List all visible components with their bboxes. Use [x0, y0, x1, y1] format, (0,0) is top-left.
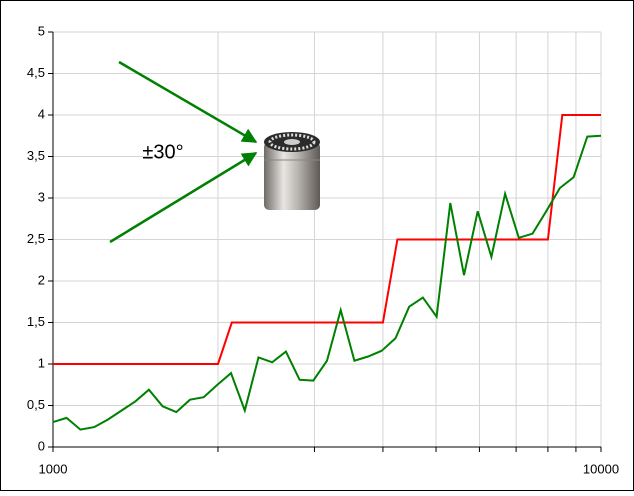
series-line	[53, 114, 601, 365]
x-tick-label: 1000	[39, 461, 68, 476]
series-line	[52, 134, 602, 431]
y-tick-label: 1,5	[27, 314, 45, 329]
y-tick-label: 3,5	[27, 148, 45, 163]
x-tick-label: 10000	[583, 461, 619, 476]
microphone-image	[264, 132, 320, 210]
y-tick-label: 1	[38, 355, 45, 370]
y-tick-label: 2,5	[27, 231, 45, 246]
y-tick-label: 0	[38, 438, 45, 453]
arrow	[118, 60, 258, 144]
y-tick-label: 4,5	[27, 65, 45, 80]
plot	[52, 114, 602, 431]
y-tick-label: 2	[38, 272, 45, 287]
y-tick-label: 5	[38, 23, 45, 38]
arrow	[109, 151, 258, 244]
annotation: ±30°	[142, 141, 183, 163]
y-tick-label: 3	[38, 189, 45, 204]
y-tick-label: 4	[38, 106, 45, 121]
y-tick-label: 0,5	[27, 397, 45, 412]
